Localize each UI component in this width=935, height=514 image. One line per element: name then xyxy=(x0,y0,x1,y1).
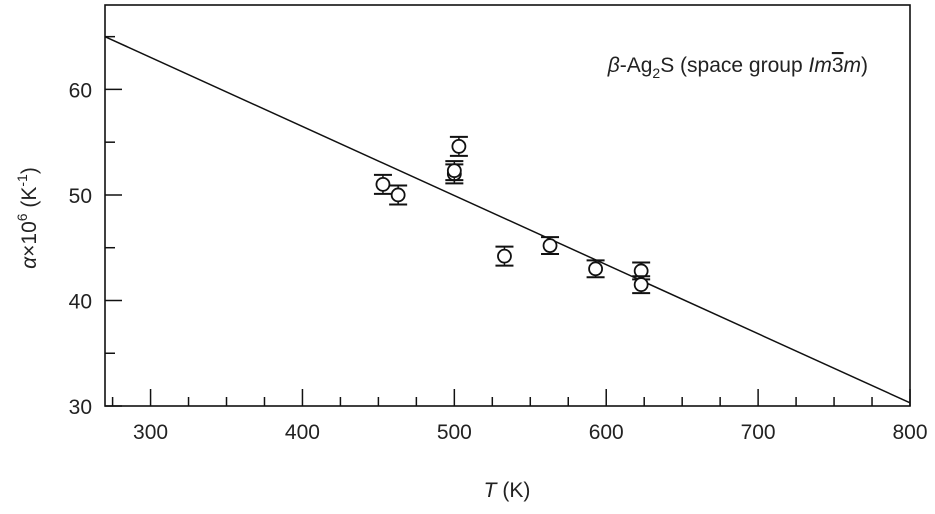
data-point xyxy=(449,135,468,157)
x-tick-label: 700 xyxy=(741,421,776,444)
y-tick-label: 40 xyxy=(69,290,92,313)
point-marker xyxy=(375,176,391,192)
x-axis-label: T (K) xyxy=(484,479,531,502)
annotation: β-Ag2S (space group Im3m) xyxy=(607,54,868,81)
data-point xyxy=(373,173,392,195)
x-tick-label: 600 xyxy=(589,421,624,444)
y-tick-label: 50 xyxy=(69,185,92,208)
y-tick-label: 60 xyxy=(69,79,92,102)
fit-line xyxy=(104,35,911,404)
point-marker xyxy=(497,248,512,264)
data-point xyxy=(495,245,514,267)
point-marker xyxy=(446,163,462,179)
data-point xyxy=(632,275,651,295)
point-marker xyxy=(451,139,467,154)
data-point xyxy=(445,160,464,182)
x-tick-label: 800 xyxy=(892,421,927,444)
x-tick-label: 500 xyxy=(437,421,472,444)
data-point xyxy=(541,236,560,256)
x-tick-label: 300 xyxy=(133,421,168,444)
x-tick-label: 400 xyxy=(285,421,320,444)
y-tick-label: 30 xyxy=(69,396,92,419)
point-marker xyxy=(542,238,558,254)
point-marker xyxy=(633,277,649,293)
point-marker xyxy=(390,187,406,203)
plot-frame xyxy=(104,4,911,407)
data-point xyxy=(389,184,408,206)
point-marker xyxy=(588,261,603,277)
data-point xyxy=(586,259,605,279)
y-axis-label: α×106 (K-1) xyxy=(14,167,41,269)
